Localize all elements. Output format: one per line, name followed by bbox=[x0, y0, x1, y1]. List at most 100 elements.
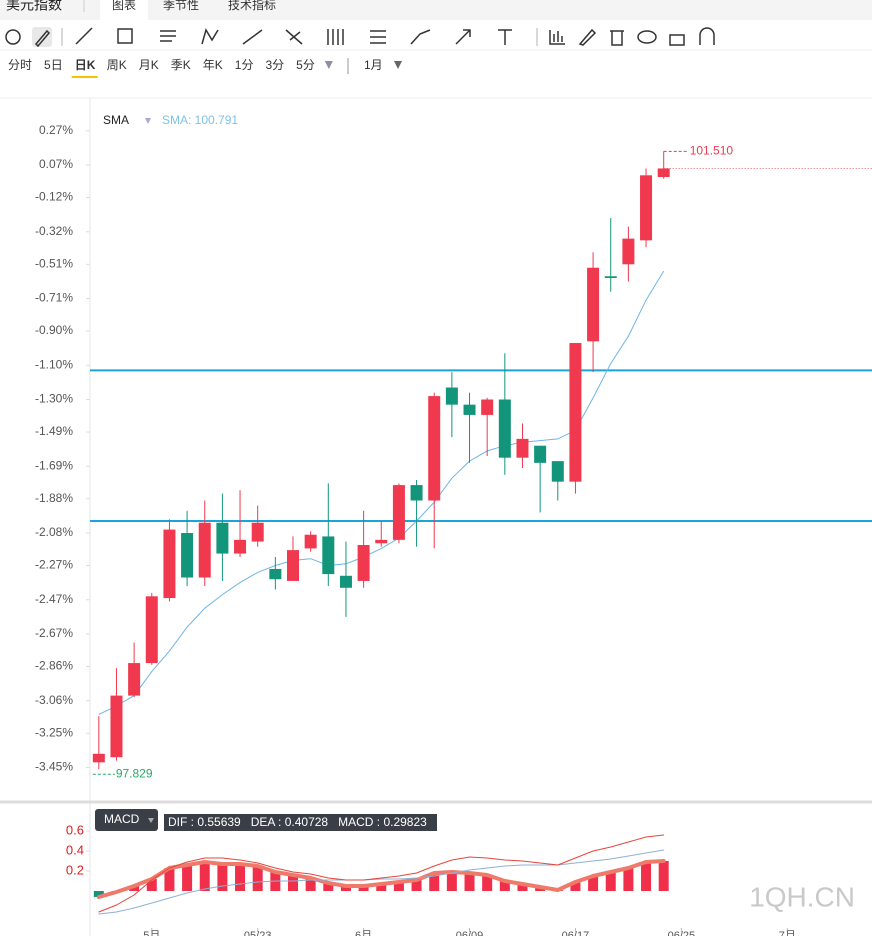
tool-icon[interactable] bbox=[578, 28, 597, 46]
tool-icon[interactable] bbox=[498, 29, 512, 45]
period[interactable]: 周K bbox=[107, 58, 127, 72]
dropdown-arrow bbox=[148, 818, 154, 823]
tool-icon[interactable] bbox=[549, 30, 565, 45]
period[interactable]: 年K bbox=[203, 58, 223, 72]
dea-line bbox=[98, 849, 665, 915]
candle-body bbox=[604, 276, 617, 278]
tool-icon[interactable] bbox=[75, 27, 93, 45]
tool-icon[interactable] bbox=[410, 29, 431, 45]
candle-body bbox=[657, 168, 670, 178]
tool-icon[interactable] bbox=[455, 29, 471, 45]
tool-icon[interactable] bbox=[5, 29, 21, 45]
y-tick-label: -1.10% bbox=[35, 357, 73, 371]
tool-icon[interactable] bbox=[34, 29, 51, 48]
macd-bar bbox=[517, 884, 528, 891]
tool-icon[interactable] bbox=[201, 28, 219, 45]
tab[interactable]: 图表 bbox=[112, 0, 136, 12]
candle-body bbox=[181, 533, 194, 578]
candle-body bbox=[216, 522, 229, 554]
symbol: 美元指数 bbox=[6, 0, 62, 13]
tool-icon[interactable] bbox=[669, 34, 685, 46]
y-tick-label: 0.27% bbox=[39, 123, 73, 137]
x-tick-label: 06/25 bbox=[668, 930, 696, 936]
y-tick-label: -3.45% bbox=[35, 760, 73, 774]
period[interactable]: 1分 bbox=[235, 58, 254, 72]
tool-icon[interactable] bbox=[117, 28, 133, 44]
macd-button[interactable] bbox=[95, 809, 158, 831]
range[interactable]: 1月 bbox=[364, 58, 383, 72]
sma-line bbox=[98, 270, 665, 715]
candle-body bbox=[145, 596, 158, 664]
legend-bg bbox=[164, 814, 437, 831]
y-tick-label: 0.07% bbox=[39, 157, 73, 171]
candle-body bbox=[198, 522, 211, 578]
tool-icon[interactable] bbox=[610, 30, 624, 46]
dropdown-arrow bbox=[145, 118, 151, 124]
candle-body bbox=[569, 343, 582, 482]
macd-bar bbox=[340, 886, 351, 891]
price-axis: 0.27% 0.07% -0.12% -0.32% -0.51% -0.71% -0.90%… bbox=[35, 123, 90, 774]
macd-bar bbox=[146, 879, 157, 891]
period[interactable]: 分时 bbox=[8, 58, 32, 72]
candle-body bbox=[587, 267, 600, 342]
macd-bar bbox=[323, 883, 334, 891]
macd-bar bbox=[182, 865, 193, 891]
tool-icon[interactable] bbox=[242, 29, 263, 45]
candle-body bbox=[92, 753, 105, 763]
y-tick-label: -1.88% bbox=[35, 491, 73, 505]
macd-bar bbox=[482, 875, 493, 891]
y-tick-label: 0.4 bbox=[66, 842, 84, 857]
macd-bar bbox=[605, 872, 616, 891]
tool-icon[interactable] bbox=[699, 27, 715, 45]
x-tick-label: 5月 bbox=[143, 930, 160, 936]
period-bar: 分时 5日 日K 周K 月K 季K 年K 1分 3分 5分 bbox=[8, 58, 333, 78]
macd-bar bbox=[358, 886, 369, 891]
x-tick-label: 7月 bbox=[779, 930, 796, 936]
y-tick-label: 0.2 bbox=[66, 862, 84, 877]
period[interactable]: 5分 bbox=[296, 58, 315, 72]
dropdown-arrow bbox=[324, 61, 333, 69]
period[interactable]: 日K bbox=[75, 58, 96, 72]
active-tab-bg bbox=[100, 0, 148, 20]
y-tick-label: -1.69% bbox=[35, 458, 73, 472]
y-tick-label: -0.90% bbox=[35, 323, 73, 337]
period[interactable]: 月K bbox=[139, 58, 159, 72]
macd-bar bbox=[464, 873, 475, 891]
tab[interactable]: 季节性 bbox=[163, 0, 199, 12]
period[interactable]: 季K bbox=[171, 58, 191, 72]
y-tick-label: 0.6 bbox=[66, 822, 84, 837]
macd-bar bbox=[235, 864, 246, 891]
tool-icon[interactable] bbox=[637, 30, 657, 44]
tool-icon[interactable] bbox=[327, 29, 344, 45]
tab[interactable]: 技术指标 bbox=[228, 0, 276, 12]
tool-icon[interactable] bbox=[370, 30, 386, 44]
candle-body bbox=[516, 438, 529, 458]
x-tick-label: 05/23 bbox=[244, 930, 272, 936]
low-label: 97.829 bbox=[116, 766, 153, 780]
candle-body bbox=[375, 539, 388, 544]
y-tick-label: -2.27% bbox=[35, 558, 73, 572]
macd-bar bbox=[199, 862, 210, 891]
candle-body bbox=[304, 534, 317, 549]
y-tick-label: -0.32% bbox=[35, 224, 73, 238]
tool-icon[interactable] bbox=[160, 30, 176, 42]
x-tick-label: 6月 bbox=[355, 930, 372, 936]
period[interactable]: 5日 bbox=[44, 58, 63, 72]
y-tick-label: -2.08% bbox=[35, 525, 73, 539]
macd-bar bbox=[658, 861, 669, 891]
indicator-name: SMA bbox=[103, 113, 129, 127]
candle-body bbox=[392, 485, 405, 540]
tab-bar bbox=[0, 0, 872, 20]
macd-bar bbox=[641, 862, 652, 891]
tool-icon[interactable] bbox=[285, 29, 303, 45]
macd-bar bbox=[393, 882, 404, 891]
macd-legend: DIF : 0.55639 DEA : 0.40728 MACD : 0.298… bbox=[168, 815, 427, 829]
y-tick-label: -1.30% bbox=[35, 392, 73, 406]
candle-body bbox=[428, 396, 441, 501]
candle-body bbox=[551, 461, 564, 482]
macd-bar bbox=[288, 875, 299, 891]
y-tick-label: -3.06% bbox=[35, 693, 73, 707]
period[interactable]: 3分 bbox=[265, 58, 284, 72]
